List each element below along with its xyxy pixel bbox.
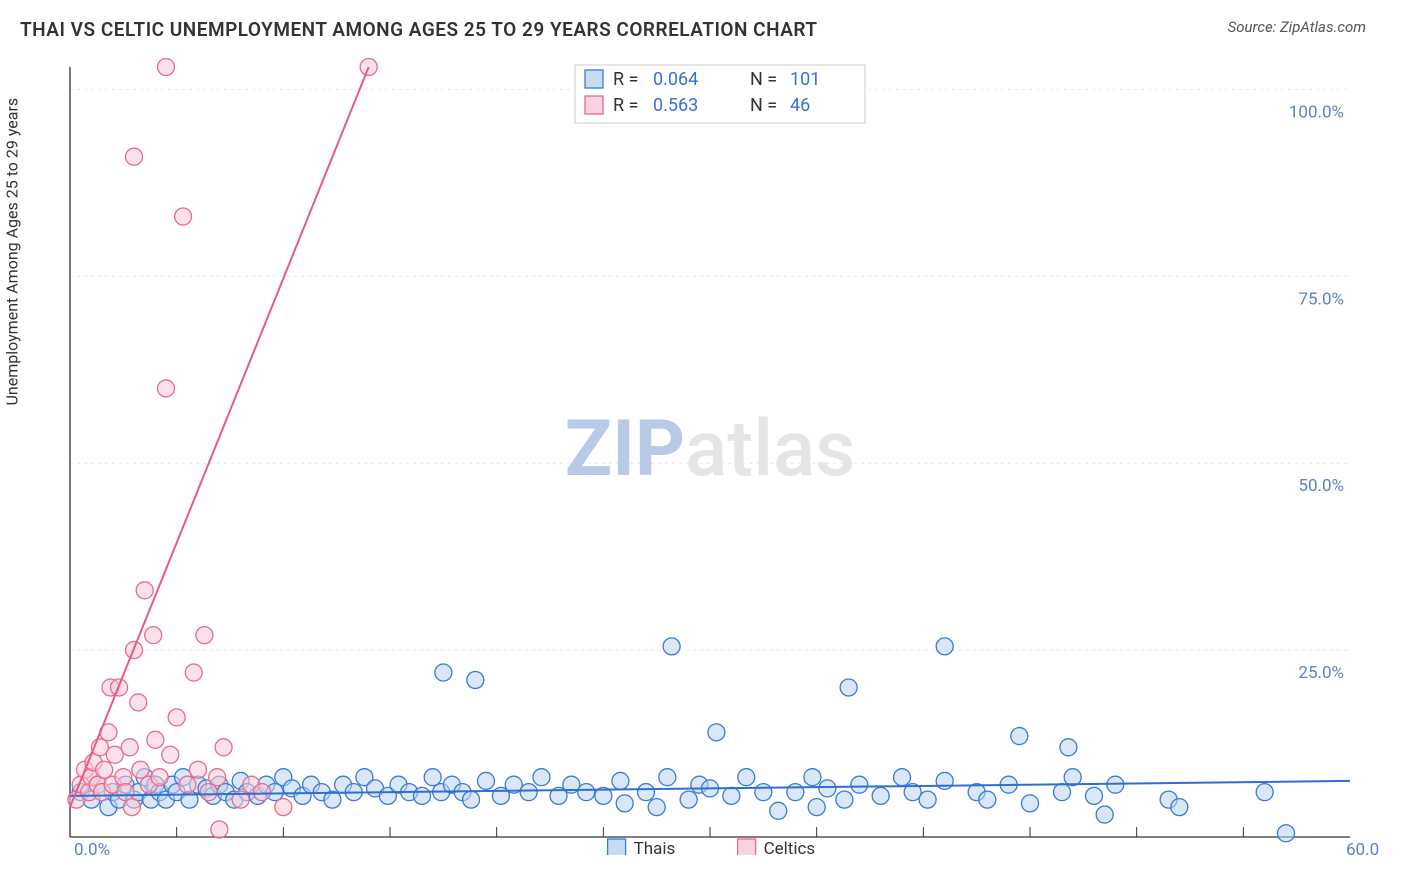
source-prefix: Source: — [1228, 18, 1280, 36]
svg-text:0.0%: 0.0% — [74, 840, 110, 855]
svg-text:100.0%: 100.0% — [1289, 102, 1344, 122]
svg-text:0.064: 0.064 — [653, 69, 698, 90]
svg-text:R =: R = — [613, 69, 638, 90]
svg-text:ZIPatlas: ZIPatlas — [565, 404, 856, 495]
y-axis-label: Unemployment Among Ages 25 to 29 years — [3, 98, 22, 406]
svg-text:25.0%: 25.0% — [1298, 663, 1344, 683]
svg-text:R =: R = — [613, 95, 638, 116]
svg-text:75.0%: 75.0% — [1298, 289, 1344, 309]
svg-text:60.0%: 60.0% — [1346, 840, 1380, 855]
scatter-chart: 25.0% 50.0% 75.0% 100.0% ZIPatlas 0.0% 60.0% R … — [50, 55, 1380, 855]
svg-text:101: 101 — [790, 69, 820, 90]
svg-text:46: 46 — [790, 95, 810, 116]
svg-text:N =: N = — [750, 95, 777, 116]
svg-text:0.563: 0.563 — [653, 95, 698, 116]
source-attribution: Source: ZipAtlas.com — [1228, 18, 1366, 36]
source-link[interactable]: ZipAtlas.com — [1280, 18, 1366, 36]
svg-text:Celtics: Celtics — [764, 839, 816, 855]
svg-text:N =: N = — [750, 69, 777, 90]
svg-text:50.0%: 50.0% — [1298, 476, 1344, 496]
svg-text:Thais: Thais — [634, 839, 676, 855]
chart-title: THAI VS CELTIC UNEMPLOYMENT AMONG AGES 2… — [20, 18, 818, 41]
